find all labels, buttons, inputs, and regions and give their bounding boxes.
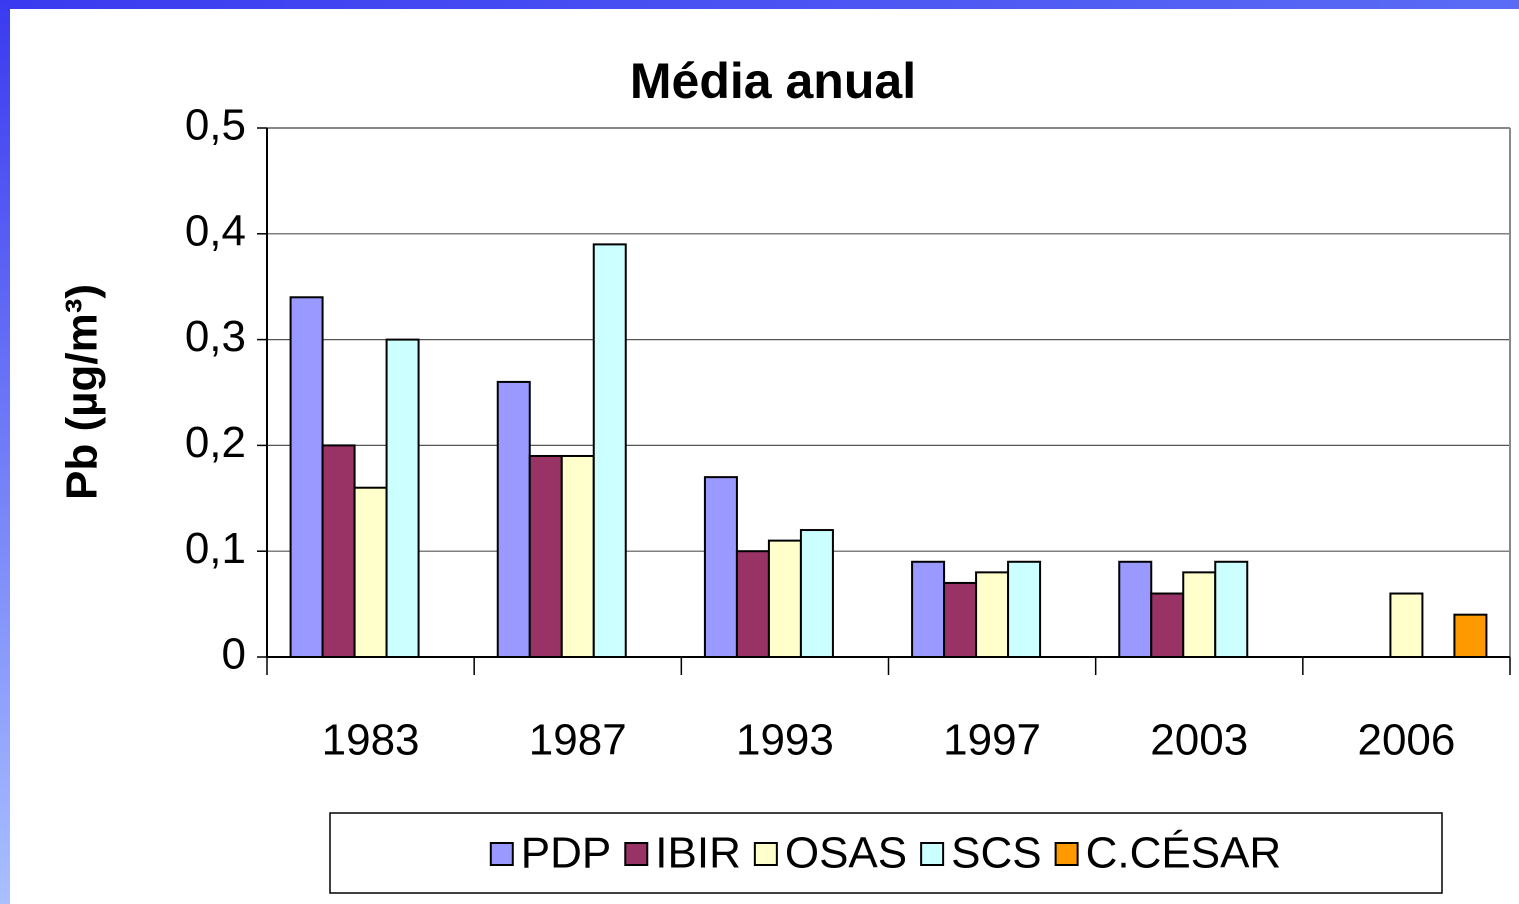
bar — [385, 338, 420, 658]
bar — [592, 243, 627, 658]
legend-swatch — [920, 842, 945, 866]
legend-swatch — [489, 842, 514, 866]
x-tick-label: 1983 — [322, 716, 420, 765]
bar — [1182, 571, 1217, 658]
bar — [1007, 560, 1042, 659]
y-tick-label: 0,4 — [185, 206, 246, 255]
bar — [560, 454, 595, 659]
bar — [1214, 560, 1249, 659]
x-tick-label: 2006 — [1357, 716, 1455, 765]
y-axis-label: Pb (µg/m³) — [58, 284, 107, 500]
legend-box — [329, 812, 1443, 894]
legend-label: PDP — [521, 829, 611, 878]
legend-label: OSAS — [785, 829, 907, 878]
legend-label: C.CÉSAR — [1086, 829, 1282, 878]
bar — [735, 550, 770, 659]
bar — [528, 454, 563, 659]
x-tick-label: 2003 — [1150, 716, 1248, 765]
bar — [975, 571, 1010, 658]
y-tick-label: 0 — [222, 630, 246, 679]
x-tick-label: 1987 — [529, 716, 627, 765]
bar — [799, 529, 834, 658]
legend-label: IBIR — [655, 829, 741, 878]
legend-swatch — [1054, 842, 1079, 866]
legend-swatch — [753, 842, 778, 866]
bar — [1453, 613, 1488, 658]
bar — [767, 539, 802, 658]
y-tick-label: 0,1 — [185, 524, 246, 573]
frame-top — [0, 0, 1519, 9]
x-tick-label: 1993 — [736, 716, 834, 765]
bar — [911, 560, 946, 659]
y-tick-label: 0,3 — [185, 312, 246, 361]
bar — [321, 444, 356, 658]
bar — [353, 486, 388, 658]
x-tick-label: 1997 — [943, 716, 1041, 765]
bar — [1389, 592, 1424, 659]
y-tick-label: 0,2 — [185, 418, 246, 467]
y-tick-label: 0,5 — [185, 101, 246, 150]
bar — [943, 581, 978, 658]
legend-label: SCS — [951, 829, 1041, 878]
legend-swatch — [624, 842, 649, 866]
frame-left — [0, 0, 10, 904]
chart-title: Média anual — [630, 53, 916, 109]
bar — [1150, 592, 1185, 659]
bar — [1118, 560, 1153, 659]
bar — [289, 296, 324, 658]
bar — [703, 476, 738, 659]
bar — [496, 380, 531, 658]
